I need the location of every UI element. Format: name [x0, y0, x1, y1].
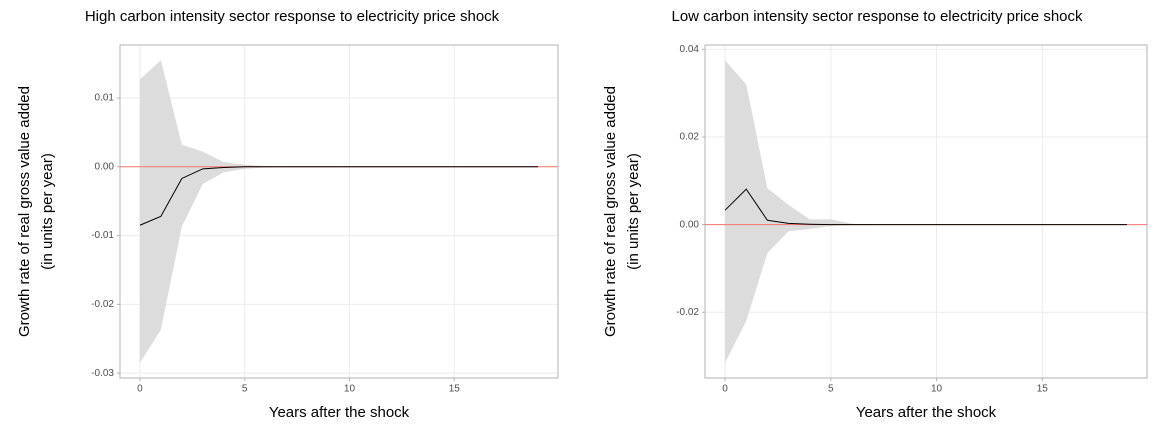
response-line	[724, 188, 1127, 226]
confidence-band	[725, 60, 1127, 363]
x-tick-label: 5	[242, 384, 248, 395]
y-axis-title: Growth rate of real gross value added	[16, 86, 33, 337]
x-tick-label: 10	[931, 384, 943, 395]
y-tick-label: -0.02	[676, 307, 699, 318]
chart-title: High carbon intensity sector response to…	[85, 8, 500, 25]
x-tick-label: 0	[137, 384, 143, 395]
x-tick-label: 15	[449, 384, 461, 395]
chart-title: Low carbon intensity sector response to …	[671, 8, 1083, 25]
plot-border	[119, 44, 559, 379]
x-axis-title: Years after the shock	[269, 404, 410, 421]
plot-border	[704, 44, 1148, 379]
response-line	[139, 166, 539, 226]
x-axis-title: Years after the shock	[856, 404, 997, 421]
y-tick-label: -0.02	[91, 299, 114, 310]
y-tick-label: 0.04	[680, 44, 700, 55]
x-tick-label: 0	[722, 384, 728, 395]
y-tick-label: 0.01	[95, 93, 115, 104]
y-tick-label: -0.01	[91, 230, 114, 241]
y-tick-label: -0.03	[91, 368, 114, 379]
confidence-band	[139, 60, 539, 363]
x-tick-label: 15	[1037, 384, 1049, 395]
x-tick-label: 10	[344, 384, 356, 395]
y-axis-title: Growth rate of real gross value added	[602, 86, 619, 337]
x-tick-label: 5	[828, 384, 834, 395]
y-tick-label: 0.00	[95, 161, 115, 172]
y-tick-label: 0.02	[680, 132, 700, 143]
y-axis-title: (in units per year)	[625, 153, 642, 270]
y-tick-label: 0.00	[680, 219, 700, 230]
y-axis-title: (in units per year)	[39, 153, 56, 270]
